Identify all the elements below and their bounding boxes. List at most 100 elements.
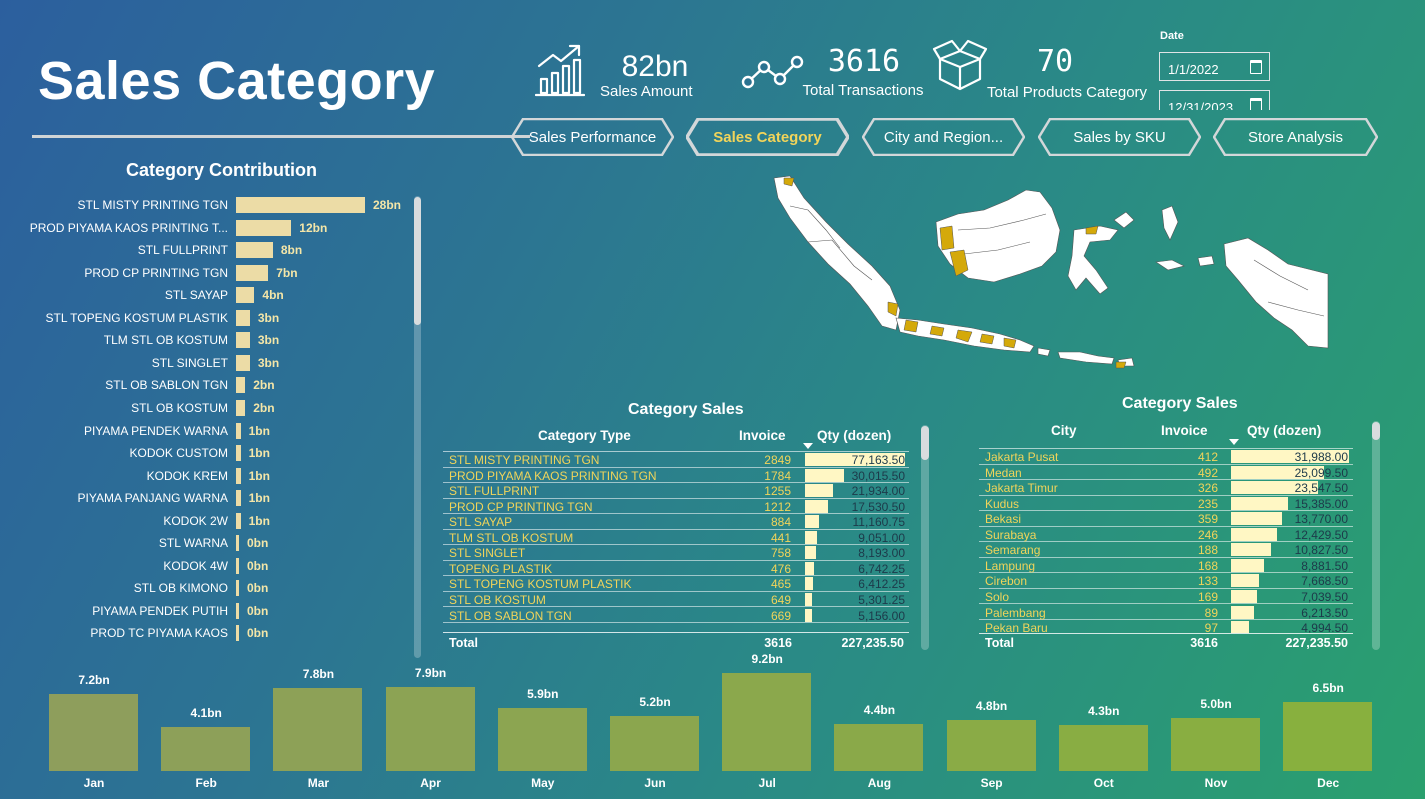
- table-row[interactable]: Surabaya 246 12,429.50: [979, 527, 1353, 543]
- tab-sales-by-sku[interactable]: Sales by SKU: [1038, 118, 1201, 156]
- category-bar[interactable]: [236, 445, 241, 462]
- column-header-invoice[interactable]: Invoice: [739, 428, 786, 443]
- category-bar[interactable]: [236, 512, 241, 529]
- table-row[interactable]: PROD CP PRINTING TGN 1212 17,530.50: [443, 499, 909, 515]
- category-label[interactable]: PIYAMA PENDEK WARNA: [83, 423, 228, 438]
- category-label[interactable]: STL OB SABLON TGN: [105, 378, 228, 393]
- sort-desc-icon[interactable]: [803, 443, 813, 449]
- month-bar[interactable]: [722, 673, 812, 771]
- category-bar[interactable]: [236, 602, 239, 619]
- sort-desc-icon[interactable]: [1229, 439, 1239, 445]
- category-bar[interactable]: [236, 354, 250, 371]
- table-row[interactable]: Kudus 235 15,385.00: [979, 496, 1353, 512]
- category-bar[interactable]: [236, 332, 250, 349]
- city-sales-scrollbar-track[interactable]: [1372, 421, 1380, 650]
- month-bar[interactable]: [273, 687, 363, 771]
- month-bar[interactable]: [497, 708, 587, 771]
- tab-city-and-region[interactable]: City and Region...: [862, 118, 1025, 156]
- date-start-input[interactable]: 1/1/2022: [1159, 52, 1270, 81]
- category-label[interactable]: PROD CP PRINTING TGN: [84, 265, 228, 280]
- table-row[interactable]: STL TOPENG KOSTUM PLASTIK 465 6,412.25: [443, 576, 909, 592]
- category-label[interactable]: TLM STL OB KOSTUM: [103, 333, 228, 348]
- month-bar[interactable]: [946, 719, 1036, 771]
- month-bar[interactable]: [610, 715, 699, 771]
- category-label[interactable]: PROD TC PIYAMA KAOS: [90, 626, 228, 641]
- month-bar[interactable]: [1171, 717, 1260, 771]
- category-bar[interactable]: [236, 557, 239, 574]
- table-row[interactable]: TOPENG PLASTIK 476 6,742.25: [443, 561, 909, 577]
- table-row[interactable]: TLM STL OB KOSTUM 441 9,051.00: [443, 530, 909, 546]
- table-row[interactable]: STL SAYAP 884 11,160.75: [443, 514, 909, 530]
- category-bar[interactable]: [236, 422, 241, 439]
- month-bar[interactable]: [1058, 725, 1148, 771]
- column-header-city[interactable]: City: [1051, 423, 1077, 438]
- table-row[interactable]: Cirebon 133 7,668.50: [979, 573, 1353, 589]
- category-label[interactable]: PROD PIYAMA KAOS PRINTING T...: [29, 220, 228, 235]
- category-label[interactable]: KODOK KREM: [146, 468, 228, 483]
- category-bar[interactable]: [236, 242, 273, 259]
- column-header-category-type[interactable]: Category Type: [538, 428, 631, 443]
- tab-sales-performance[interactable]: Sales Performance: [511, 118, 674, 156]
- table-row[interactable]: Jakarta Timur 326 23,547.50: [979, 480, 1353, 496]
- tab-store-analysis[interactable]: Store Analysis: [1213, 118, 1378, 156]
- category-label[interactable]: STL OB KIMONO: [133, 581, 228, 596]
- category-contribution-scrollbar-thumb[interactable]: [414, 197, 421, 325]
- category-label[interactable]: STL SINGLET: [151, 355, 228, 370]
- category-bar[interactable]: [236, 490, 241, 507]
- table-row[interactable]: Medan 492 25,099.50: [979, 465, 1353, 481]
- table-row[interactable]: Semarang 188 10,827.50: [979, 542, 1353, 558]
- category-bar[interactable]: [236, 580, 239, 597]
- column-header-qty[interactable]: Qty (dozen): [1247, 423, 1322, 438]
- category-bar[interactable]: [236, 197, 365, 213]
- table-row[interactable]: Pekan Baru 97 4,994.50: [979, 620, 1353, 633]
- category-bar[interactable]: [236, 309, 250, 326]
- table-row[interactable]: PROD PIYAMA KAOS PRINTING TGN 1784 30,015.…: [443, 468, 909, 484]
- category-label[interactable]: PIYAMA PANJANG WARNA: [77, 491, 228, 506]
- month-bar[interactable]: [385, 686, 475, 771]
- category-bar[interactable]: [236, 467, 241, 484]
- table-row[interactable]: STL FULLPRINT 1255 21,934.00: [443, 483, 909, 499]
- month-bar[interactable]: [49, 694, 138, 771]
- calendar-icon[interactable]: [1250, 98, 1262, 110]
- category-label[interactable]: KODOK CUSTOM: [129, 446, 228, 461]
- category-bar[interactable]: [236, 377, 246, 394]
- calendar-icon[interactable]: [1250, 60, 1262, 74]
- column-header-qty[interactable]: Qty (dozen): [817, 428, 892, 443]
- category-label[interactable]: STL SAYAP: [164, 288, 228, 303]
- month-bar[interactable]: [161, 727, 251, 771]
- table-row[interactable]: STL OB KOSTUM 649 5,301.25: [443, 592, 909, 608]
- category-bar[interactable]: [236, 535, 239, 552]
- table-row[interactable]: Jakarta Pusat 412 31,988.00: [979, 449, 1353, 465]
- table-row[interactable]: Solo 169 7,039.50: [979, 589, 1353, 605]
- tab-sales-category[interactable]: Sales Category: [686, 118, 849, 156]
- category-label[interactable]: STL MISTY PRINTING TGN: [77, 198, 228, 212]
- table-row[interactable]: Lampung 168 8,881.50: [979, 558, 1353, 574]
- category-bar[interactable]: [236, 287, 255, 304]
- category-contribution-scrollbar-track[interactable]: [414, 196, 421, 658]
- category-label[interactable]: STL FULLPRINT: [137, 243, 228, 258]
- column-header-invoice[interactable]: Invoice: [1161, 423, 1208, 438]
- table-row[interactable]: STL SINGLET 758 8,193.00: [443, 545, 909, 561]
- category-label[interactable]: STL WARNA: [158, 536, 228, 551]
- category-bar[interactable]: [236, 625, 239, 642]
- category-bar[interactable]: [236, 399, 246, 416]
- table-row[interactable]: STL OB SABLON TGN 669 5,156.00: [443, 608, 909, 623]
- table-row[interactable]: Palembang 89 6,213.50: [979, 605, 1353, 620]
- month-bar[interactable]: [834, 724, 924, 771]
- category-bar[interactable]: [236, 219, 292, 236]
- indonesia-map[interactable]: [768, 170, 1333, 380]
- category-label[interactable]: STL TOPENG KOSTUM PLASTIK: [45, 310, 229, 325]
- month-bar[interactable]: [1283, 701, 1373, 771]
- city-sales-scrollbar-thumb[interactable]: [1372, 422, 1380, 440]
- category-bar[interactable]: [236, 264, 269, 281]
- category-sales-scrollbar-track[interactable]: [921, 425, 929, 650]
- table-row[interactable]: Bekasi 359 13,770.00: [979, 511, 1353, 527]
- category-label[interactable]: KODOK 4W: [163, 558, 228, 573]
- category-label[interactable]: KODOK 2W: [163, 513, 228, 528]
- category-label[interactable]: STL OB KOSTUM: [131, 400, 228, 415]
- category-sales-scrollbar-thumb[interactable]: [921, 426, 929, 460]
- open-box-icon: [932, 39, 988, 91]
- table-row[interactable]: STL MISTY PRINTING TGN 2849 77,163.50: [443, 452, 909, 468]
- date-end-input[interactable]: 12/31/2023: [1159, 90, 1270, 110]
- category-label[interactable]: PIYAMA PENDEK PUTIH: [92, 603, 228, 618]
